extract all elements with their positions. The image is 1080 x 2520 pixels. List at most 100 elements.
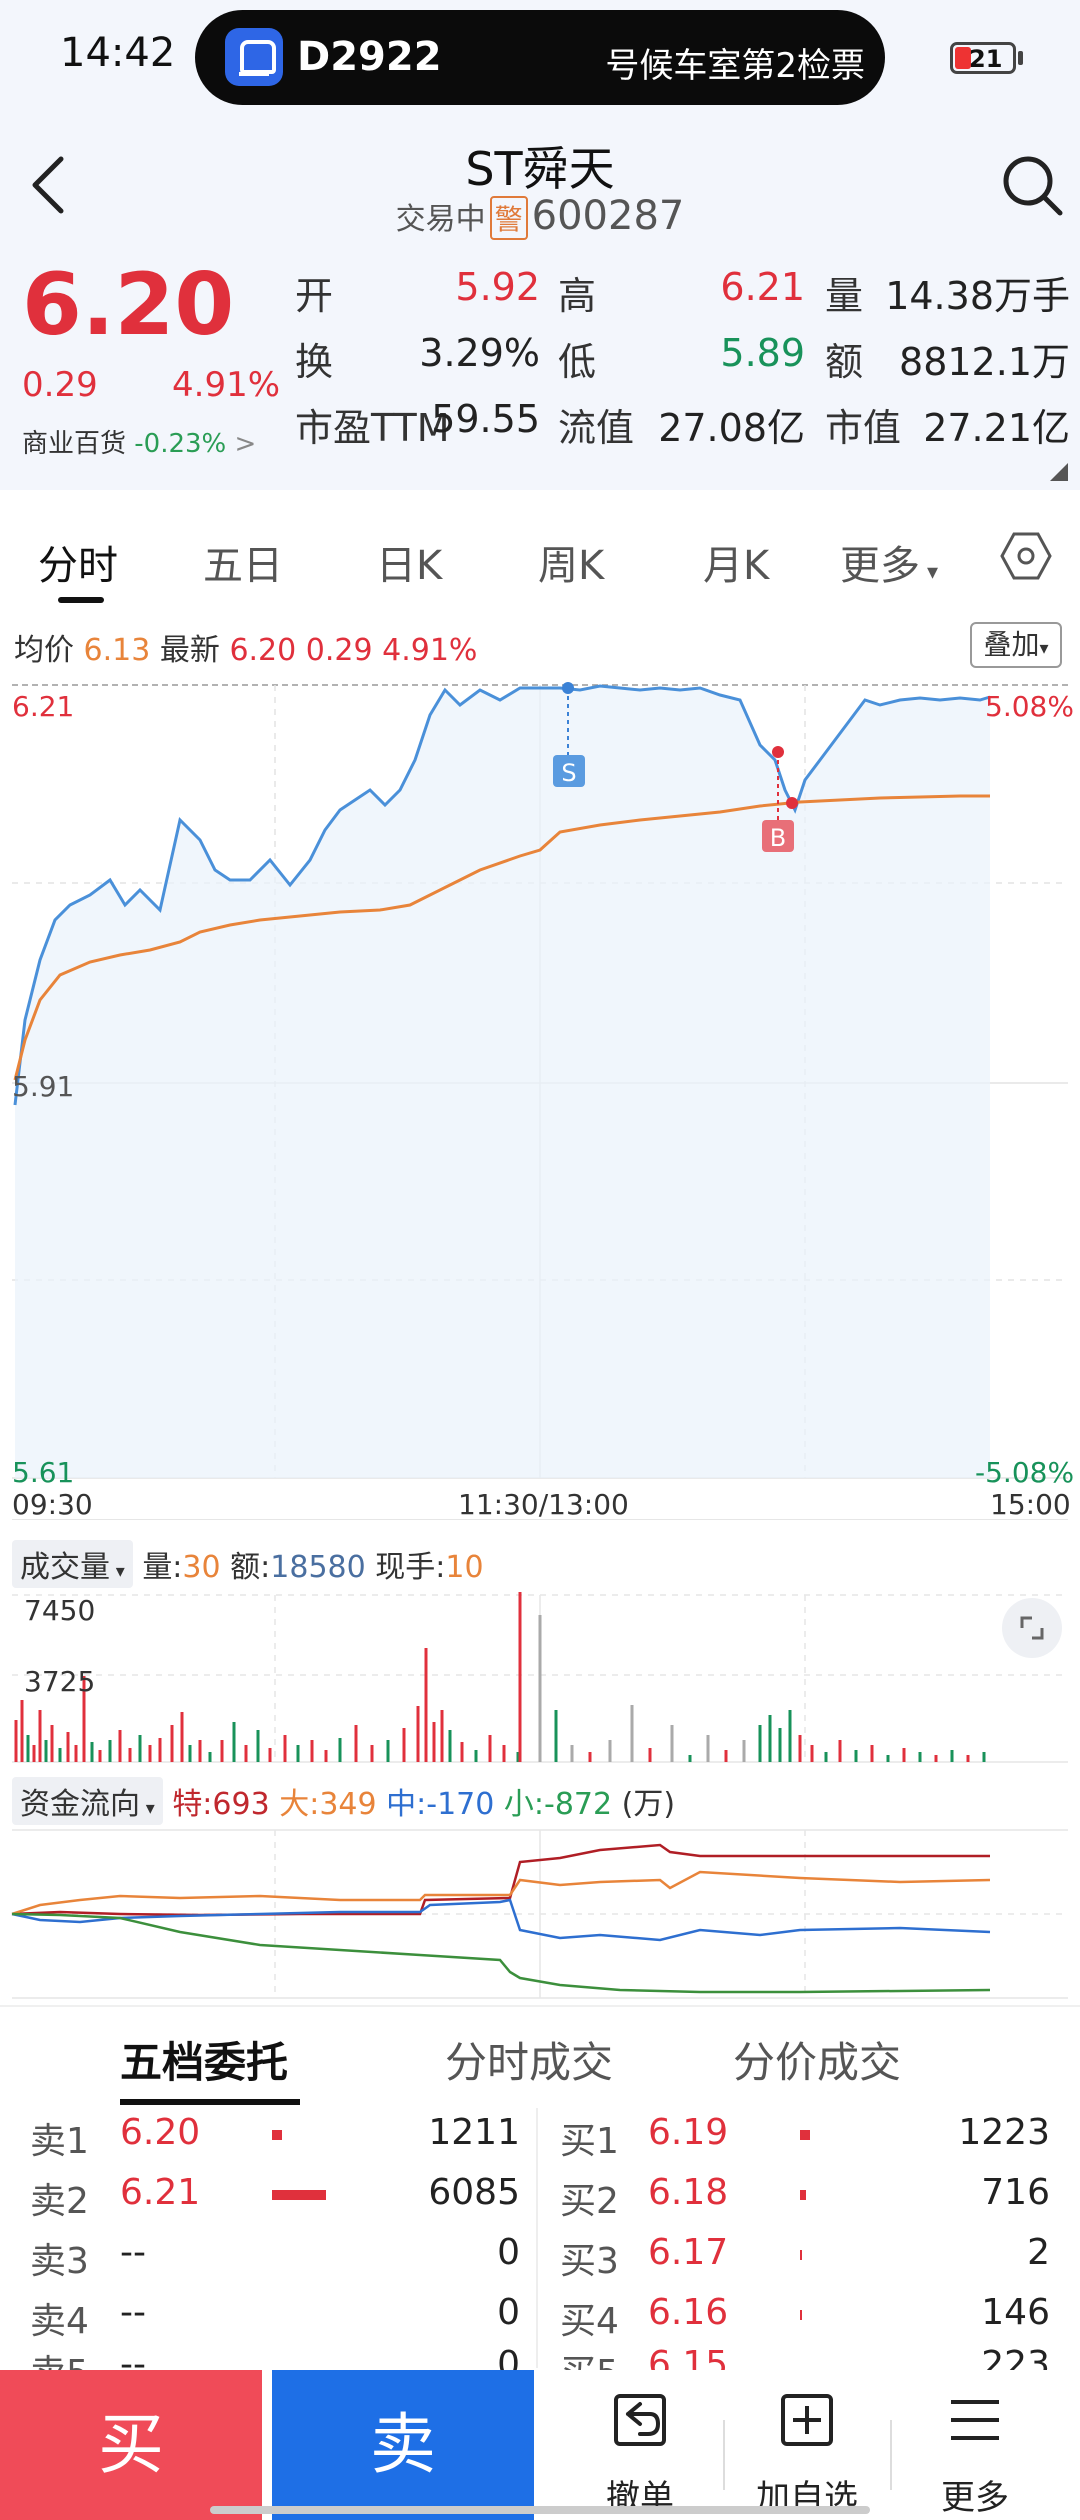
- back-arrow-icon[interactable]: [25, 155, 75, 215]
- order-book-tabs: 五档委托 分时成交 分价成交: [0, 2005, 1080, 2105]
- price-change-pct: 4.91%: [172, 365, 281, 405]
- chart-period-tabs: 分时 五日 日K 周K 月K 更多 ▾: [0, 505, 1080, 605]
- buy-3-vol: 2: [1027, 2232, 1050, 2273]
- fund-flow-chart[interactable]: [0, 1825, 1080, 2005]
- buy-4-label: 买4: [560, 2301, 619, 2342]
- buy-marker[interactable]: B: [762, 746, 798, 852]
- order-book-divider: [536, 2108, 538, 2368]
- stock-code: 600287: [531, 193, 685, 239]
- tab-more[interactable]: 更多 ▾: [840, 543, 939, 589]
- buy-3-label: 买3: [560, 2241, 619, 2282]
- fund-flow-large: 大:349: [279, 1787, 377, 1822]
- stock-name: ST舜天: [465, 142, 615, 196]
- price-line: [13, 684, 991, 1106]
- time-end-label: 15:00: [990, 1488, 1071, 1521]
- stat-label-high: 高: [558, 274, 597, 318]
- sell-1-label: 卖1: [30, 2121, 89, 2162]
- train-notification-pill[interactable]: D2922 号候车室第2检票: [195, 10, 885, 105]
- sell-1-vol: 1211: [428, 2112, 520, 2153]
- overlay-dropdown[interactable]: 叠加▾: [970, 622, 1062, 668]
- stat-label-pe: 市盈TTM: [295, 406, 450, 450]
- tab-daily-k[interactable]: 日K: [376, 543, 443, 589]
- stat-value-float-cap: 27.08亿: [658, 406, 805, 450]
- add-watchlist-button[interactable]: 加自选: [722, 2370, 892, 2520]
- expand-icon: [1020, 1616, 1044, 1640]
- quote-panel: 6.20 0.29 4.91% 商业百货 -0.23% > 开 5.92 高 6…: [0, 255, 1080, 490]
- battery-icon: 21: [950, 42, 1016, 74]
- buy-1-bar: [800, 2130, 810, 2140]
- tab-five-day[interactable]: 五日: [203, 543, 283, 589]
- tab-weekly-k[interactable]: 周K: [538, 543, 605, 589]
- tab-time-trades[interactable]: 分时成交: [445, 2038, 614, 2087]
- train-icon: [225, 28, 283, 86]
- stat-value-turnover: 3.29%: [419, 331, 540, 375]
- trading-state: 交易中: [395, 202, 486, 237]
- sell-2-label: 卖2: [30, 2181, 89, 2222]
- bottom-action-bar: 买 卖 撤单 加自选 更多: [0, 2370, 1080, 2520]
- sell-4-vol: 0: [497, 2292, 520, 2333]
- sell-marker-label: S: [561, 759, 576, 787]
- buy-4-price: 6.16: [648, 2292, 729, 2333]
- buy-marker-label: B: [770, 824, 786, 852]
- pct-axis-bottom-label: -5.08%: [975, 1456, 1075, 1489]
- intraday-chart[interactable]: S B: [0, 670, 1080, 1520]
- settings-icon[interactable]: [1000, 530, 1052, 582]
- buy-button[interactable]: 买: [0, 2370, 262, 2520]
- buy-1-vol: 1223: [958, 2112, 1050, 2153]
- volume-axis-mid-label: 3725: [24, 1665, 96, 1698]
- expand-corner-icon[interactable]: [1050, 463, 1068, 481]
- more-button[interactable]: 更多: [890, 2370, 1060, 2520]
- sell-2-bar: [272, 2190, 326, 2200]
- cancel-order-button[interactable]: 撤单: [555, 2370, 725, 2520]
- menu-icon: [951, 2400, 999, 2440]
- y-axis-mid-label: 5.91: [12, 1070, 75, 1103]
- pct-axis-top-label: 5.08%: [985, 690, 1074, 723]
- active-tab-underline: [58, 597, 104, 603]
- sell-marker[interactable]: S: [553, 682, 585, 787]
- notification-text: 号候车室第2检票: [605, 46, 865, 86]
- sell-3-label: 卖3: [30, 2241, 89, 2282]
- y-axis-bottom-label: 5.61: [12, 1456, 75, 1489]
- sell-1-bar: [272, 2130, 282, 2140]
- order-book-tab-underline: [120, 2099, 300, 2105]
- tab-five-levels[interactable]: 五档委托: [120, 2038, 289, 2087]
- tab-intraday[interactable]: 分时: [38, 543, 118, 589]
- fund-flow-super: 特:693: [172, 1787, 270, 1822]
- fund-flow-medium: 中:-170: [386, 1787, 495, 1822]
- buy-2-bar: [800, 2190, 806, 2200]
- plus-square-icon: [781, 2394, 833, 2446]
- stat-value-volume: 14.38万手: [885, 274, 1070, 318]
- stat-value-low: 5.89: [720, 331, 805, 375]
- search-icon[interactable]: [1000, 153, 1064, 217]
- buy-4-vol: 146: [981, 2292, 1050, 2333]
- sell-4-price: --: [120, 2292, 146, 2333]
- tab-monthly-k[interactable]: 月K: [703, 543, 770, 589]
- sector-change: -0.23%: [134, 429, 227, 459]
- buy-1-label: 买1: [560, 2121, 619, 2162]
- sell-button[interactable]: 卖: [272, 2370, 534, 2520]
- buy-2-vol: 716: [981, 2172, 1050, 2213]
- stock-subtitle: 交易中警 600287: [0, 193, 1080, 240]
- time-start-label: 09:30: [12, 1488, 93, 1521]
- sell-2-price: 6.21: [120, 2172, 201, 2213]
- sell-1-price: 6.20: [120, 2112, 201, 2153]
- stat-label-amount: 额: [825, 340, 864, 384]
- fullscreen-button[interactable]: [1002, 1598, 1062, 1658]
- status-bar: 14:42 D2922 号候车室第2检票 21: [0, 0, 1080, 115]
- fund-flow-header: 资金流向 ▾ 特:693 大:349 中:-170 小:-872 (万): [12, 1777, 675, 1825]
- sector-link[interactable]: 商业百货 -0.23% >: [22, 423, 256, 460]
- sell-2-vol: 6085: [428, 2172, 520, 2213]
- volume-dropdown[interactable]: 成交量 ▾: [12, 1540, 133, 1588]
- fund-flow-dropdown[interactable]: 资金流向 ▾: [12, 1777, 163, 1825]
- train-code: D2922: [297, 34, 442, 80]
- stat-label-market-cap: 市值: [825, 406, 902, 450]
- chart-info-row: 均价 6.13 最新 6.20 0.29 4.91%: [14, 633, 478, 668]
- volume-chart[interactable]: [0, 1585, 1080, 1765]
- fund-flow-large-line: [11, 1870, 991, 1916]
- fund-flow-small-line: [11, 1912, 991, 1994]
- stock-header: ST舜天 交易中警 600287: [0, 115, 1080, 255]
- volume-bars: [14, 1592, 986, 1762]
- stat-value-pe: 59.55: [431, 397, 540, 441]
- volume-header: 成交量 ▾ 量:30 额:18580 现手:10: [12, 1540, 484, 1588]
- tab-price-trades[interactable]: 分价成交: [733, 2038, 902, 2087]
